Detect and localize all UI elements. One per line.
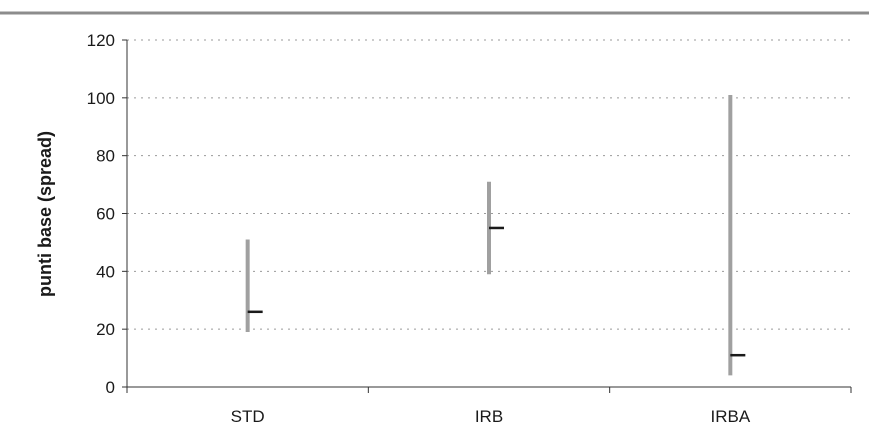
- x-category-label: STD: [231, 407, 265, 426]
- x-category-label: IRBA: [710, 407, 750, 426]
- x-axis: STD IRB IRBA: [126, 386, 852, 426]
- y-axis-title: punti base (spread): [35, 131, 55, 297]
- x-category-label: IRB: [475, 407, 503, 426]
- range-marks: [245, 94, 746, 376]
- y-tick-label: 80: [96, 147, 115, 166]
- y-axis: 0 20 40 60 80 100 120: [87, 31, 128, 397]
- y-tick-label: 0: [106, 378, 115, 397]
- y-tick-label: 20: [96, 320, 115, 339]
- y-tick-label: 40: [96, 262, 115, 281]
- y-tick-label: 120: [87, 31, 115, 50]
- y-tick-label: 60: [96, 205, 115, 224]
- y-tick-label: 100: [87, 89, 115, 108]
